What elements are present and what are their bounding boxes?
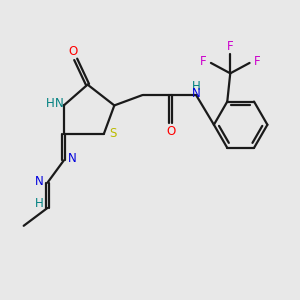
Text: S: S xyxy=(109,127,116,140)
Text: N: N xyxy=(55,98,64,110)
Text: F: F xyxy=(200,55,207,68)
Text: N: N xyxy=(192,87,200,100)
Text: N: N xyxy=(35,175,44,188)
Text: N: N xyxy=(68,152,76,165)
Text: H: H xyxy=(35,197,44,210)
Text: O: O xyxy=(68,44,77,58)
Text: F: F xyxy=(227,40,234,53)
Text: H: H xyxy=(192,80,200,93)
Text: F: F xyxy=(254,55,260,68)
Text: H: H xyxy=(46,98,55,110)
Text: O: O xyxy=(166,125,176,138)
